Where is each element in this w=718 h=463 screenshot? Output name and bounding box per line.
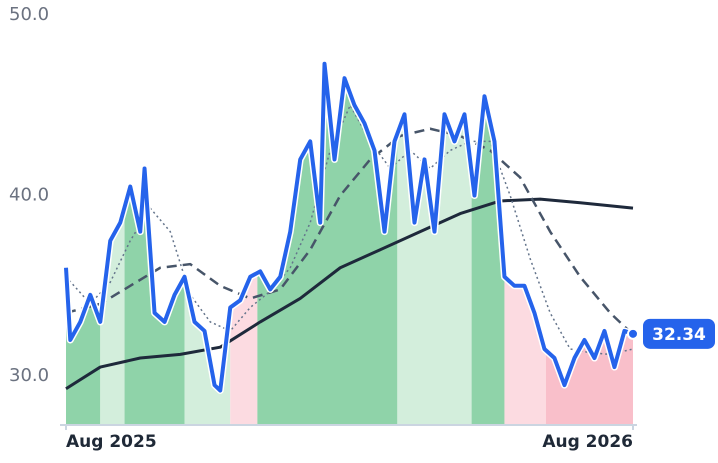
x-tick-label: Aug 2026 — [542, 432, 633, 452]
x-tick-label: Aug 2025 — [66, 432, 157, 452]
y-tick-label: 30.0 — [9, 365, 49, 386]
period-band — [230, 63, 258, 425]
last-value-badge — [643, 318, 715, 349]
period-band — [66, 63, 101, 425]
price-line — [64, 61, 634, 393]
period-band — [124, 63, 185, 425]
last-point — [627, 327, 639, 340]
y-tick-label: 50.0 — [9, 4, 49, 25]
y-tick-label: 40.0 — [9, 185, 49, 206]
last-value-label: 32.34 — [652, 325, 706, 345]
period-band — [504, 63, 546, 425]
moving-average-line — [65, 197, 634, 390]
moving-average-line — [65, 104, 634, 356]
moving-average-line — [65, 127, 634, 336]
